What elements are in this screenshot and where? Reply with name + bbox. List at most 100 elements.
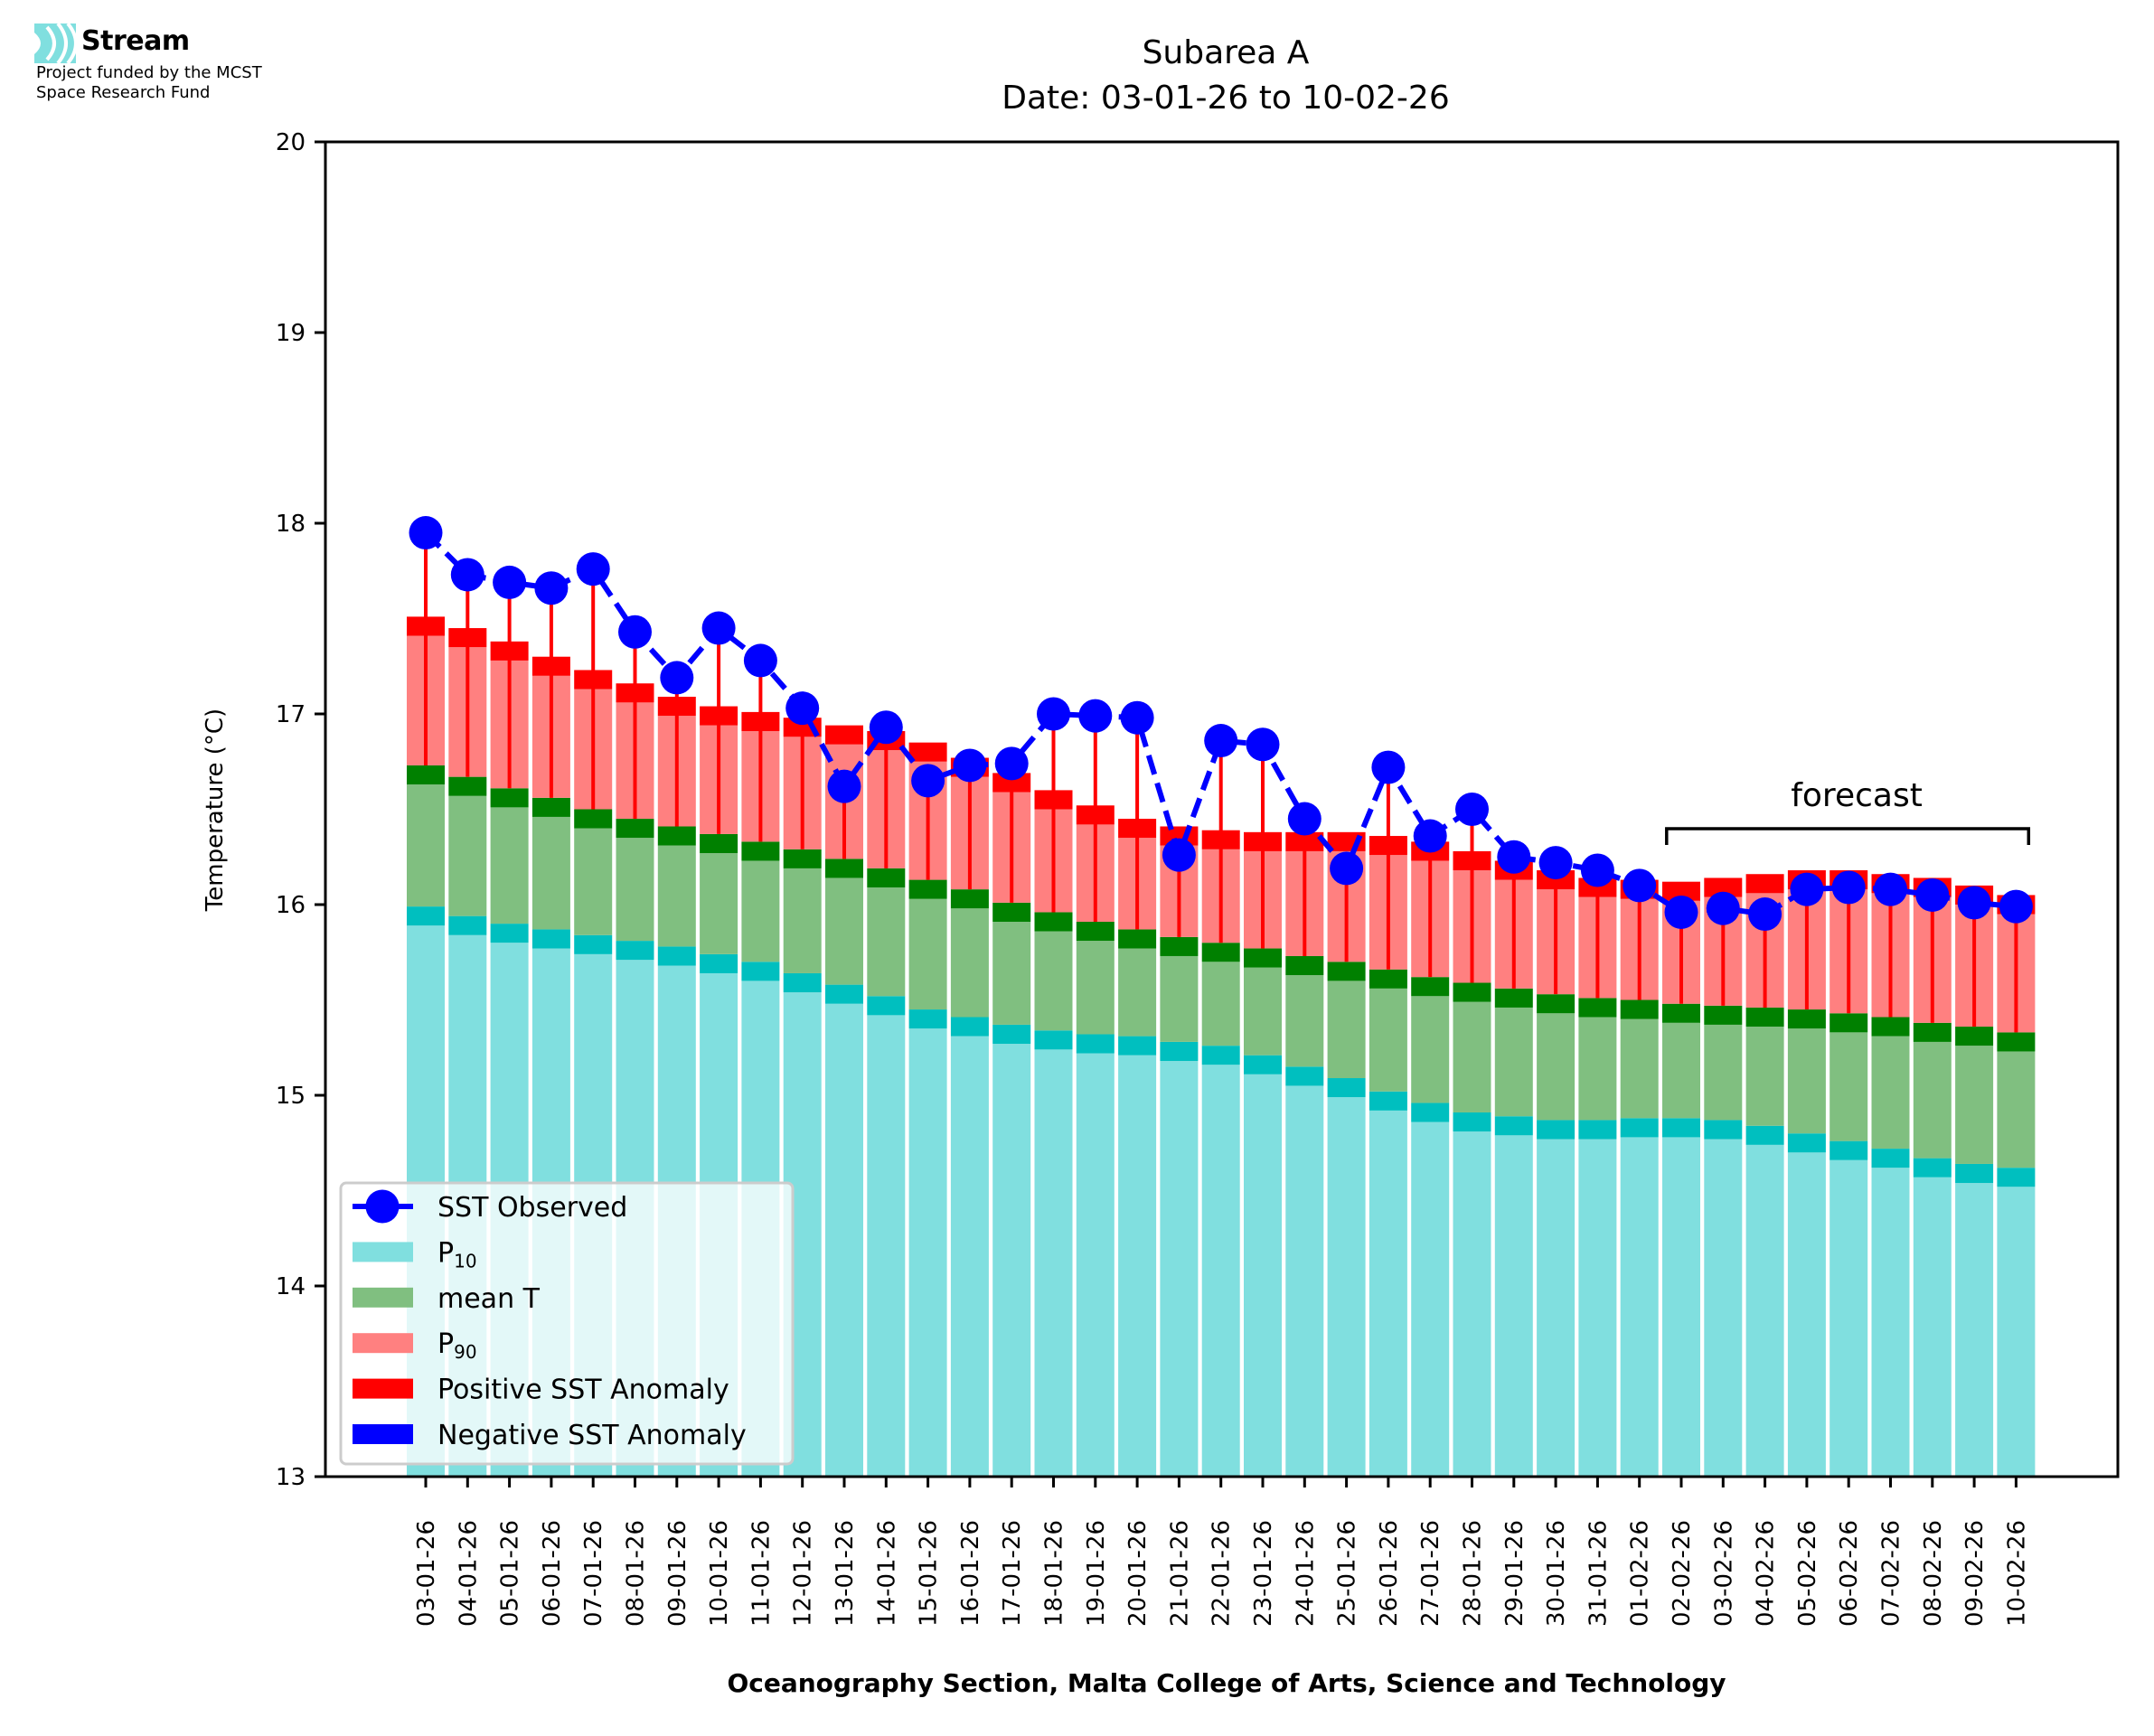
legend-item: Negative SST Anomaly (353, 1420, 747, 1451)
bar-p10 (1244, 1074, 1282, 1477)
bar-mean (1411, 996, 1450, 1103)
observed-point (1037, 697, 1070, 731)
legend-label: Positive SST Anomaly (437, 1375, 729, 1406)
observed-point (1874, 872, 1907, 906)
observed-point (1748, 897, 1782, 932)
observed-point (994, 746, 1029, 781)
x-tick-label: 10-02-26 (2003, 1520, 2030, 1627)
bar-p10 (1369, 1110, 1407, 1477)
bar-mean-edge (1034, 912, 1073, 932)
observed-point (450, 558, 484, 592)
bar-p10-edge (1369, 1091, 1407, 1111)
legend-swatch-p90 (353, 1333, 413, 1354)
x-tick-label: 18-01-26 (1041, 1520, 1068, 1627)
bar-mean (1369, 988, 1407, 1092)
bar-mean (616, 838, 654, 942)
legend-swatch-mean (353, 1287, 413, 1308)
x-tick-label: 11-01-26 (748, 1520, 775, 1627)
bar-mean (574, 828, 613, 935)
bar-p10 (1034, 1049, 1073, 1477)
bar-mean-edge (825, 859, 863, 878)
bar-mean-edge (448, 776, 487, 796)
bar-p10-edge (1327, 1078, 1366, 1098)
x-tick-label: 06-01-26 (539, 1520, 566, 1627)
legend-label: SST Observed (437, 1192, 627, 1224)
bar-p10-edge (1118, 1036, 1157, 1056)
legend-label-subscript: 90 (454, 1341, 476, 1363)
bar-p10-edge (783, 972, 822, 993)
bar-mean (741, 860, 780, 962)
legend-swatch-negative_anomaly (353, 1424, 413, 1444)
x-tick-label: 29-01-26 (1501, 1520, 1528, 1627)
x-tick-label: 04-01-26 (455, 1520, 482, 1627)
x-tick-label: 23-01-26 (1250, 1520, 1277, 1627)
legend-box (339, 1181, 795, 1466)
bar-mean-edge (700, 833, 738, 854)
observed-point (618, 615, 652, 649)
bar-p10-edge (908, 1009, 947, 1029)
observed-point (1790, 872, 1824, 906)
bar-p10-edge (616, 941, 654, 961)
bar-p10 (1327, 1097, 1366, 1477)
observed-point (1664, 895, 1698, 929)
observed-point (1915, 877, 1950, 912)
y-tick-label: 19 (276, 320, 306, 347)
bar-p10 (1913, 1177, 1952, 1477)
bar-p10 (1411, 1121, 1450, 1477)
bar-p90-edge (1704, 877, 1743, 897)
y-tick-label: 14 (276, 1273, 306, 1300)
bar-mean-edge (1201, 943, 1240, 962)
bar-mean (1118, 948, 1157, 1037)
bar-p10-edge (825, 984, 863, 1004)
bar-p10-edge (1787, 1133, 1826, 1153)
bar-mean (1871, 1036, 1910, 1150)
bar-mean-edge (1118, 929, 1157, 949)
bar-mean-edge (950, 889, 989, 909)
x-tick-label: 03-01-26 (413, 1520, 440, 1627)
observed-point (534, 571, 569, 605)
bar-p10-edge (1537, 1120, 1576, 1140)
x-tick-label: 10-01-26 (706, 1520, 733, 1627)
bar-p10 (1662, 1137, 1700, 1477)
bar-p10 (1871, 1168, 1910, 1477)
bar-mean (1704, 1024, 1743, 1121)
bar-p10-edge (1160, 1041, 1199, 1062)
bar-p10-edge (867, 996, 906, 1016)
bar-p10-edge (407, 906, 445, 926)
bar-p90-edge (1745, 874, 1784, 894)
anomaly-lines-group (424, 532, 2018, 1033)
x-tick-label: 04-02-26 (1753, 1520, 1780, 1627)
observed-point (660, 661, 694, 695)
x-tick-label: 08-01-26 (623, 1520, 650, 1627)
bar-mean-edge (574, 809, 613, 829)
observed-point (785, 691, 820, 726)
bar-p10 (1829, 1159, 1868, 1477)
bar-mean-edge (1244, 948, 1282, 968)
bar-mean (407, 784, 445, 907)
x-tick-label: 16-01-26 (957, 1520, 984, 1627)
x-tick-label: 30-01-26 (1543, 1520, 1570, 1627)
x-tick-label: 07-02-26 (1878, 1520, 1905, 1627)
bar-p10-edge (1745, 1125, 1784, 1145)
legend-label-subscript: 10 (454, 1250, 476, 1272)
brand-name: Stream (81, 25, 190, 57)
bar-mean (992, 921, 1031, 1025)
bar-mean (1745, 1027, 1784, 1126)
observed-point (869, 710, 903, 745)
bar-p10 (1076, 1053, 1115, 1477)
bar-mean-edge (1369, 969, 1407, 989)
x-tick-label: 24-01-26 (1292, 1520, 1319, 1627)
x-tick-label: 17-01-26 (999, 1520, 1026, 1627)
legend-label: Negative SST Anomaly (437, 1420, 747, 1451)
legend-item: mean T (353, 1283, 541, 1315)
x-tick-label: 20-01-26 (1124, 1520, 1152, 1627)
bar-p10-edge (1871, 1149, 1910, 1168)
y-tick-label: 18 (276, 511, 306, 538)
bar-mean-edge (657, 826, 696, 846)
bar-p10-edge (1662, 1118, 1700, 1138)
forecast-bracket (1665, 827, 2031, 845)
observed-point (1120, 700, 1154, 735)
bar-p10 (1620, 1137, 1659, 1477)
bar-mean (1494, 1007, 1533, 1117)
observed-point (1623, 868, 1657, 903)
